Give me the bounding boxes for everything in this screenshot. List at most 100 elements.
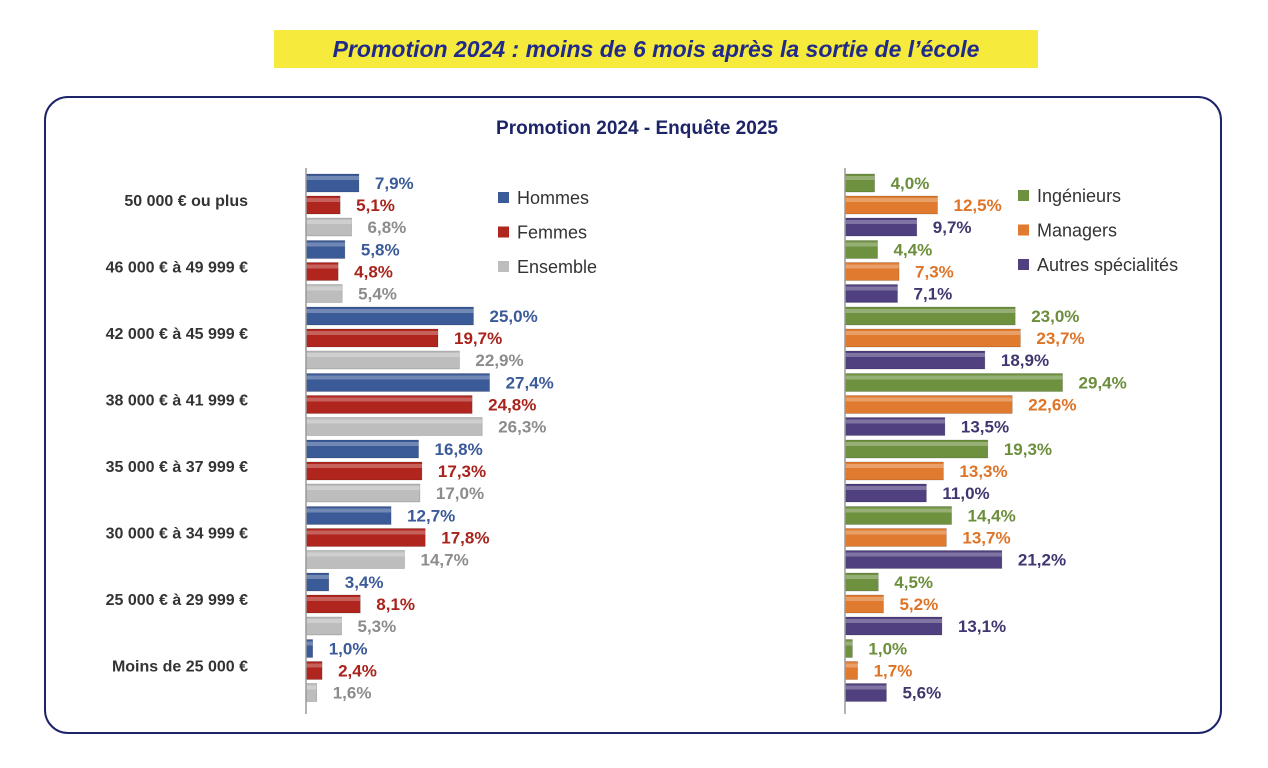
bar-highlight (306, 663, 323, 668)
bar-highlight (845, 508, 952, 513)
legend-label-ingenieurs: Ingénieurs (1037, 186, 1121, 206)
legend-label-managers: Managers (1037, 221, 1117, 241)
bar-highlight (845, 264, 900, 269)
bar-highlight (306, 353, 460, 357)
data-label-managers: 12,5% (954, 196, 1002, 215)
data-label-ensemble: 1,6% (333, 684, 372, 703)
data-label-hommes: 3,4% (345, 573, 384, 592)
bar-highlight (306, 552, 405, 557)
category-label: 38 000 € à 41 999 € (106, 393, 248, 410)
data-label-hommes: 16,8% (435, 440, 483, 459)
bar-highlight (845, 397, 1013, 402)
bar-highlight (845, 331, 1021, 335)
category-label: 46 000 € à 49 999 € (106, 260, 248, 277)
data-label-ensemble: 5,4% (358, 285, 397, 304)
data-label-femmes: 24,8% (488, 396, 536, 415)
data-label-ingenieurs: 29,4% (1079, 374, 1127, 393)
bar-highlight (845, 530, 947, 535)
data-label-ensemble: 14,7% (420, 551, 468, 570)
bar-highlight (306, 464, 422, 468)
bar-highlight (306, 220, 352, 224)
data-label-autres-specialites: 7,1% (914, 285, 953, 304)
bar-highlight (306, 375, 490, 380)
bar-highlight (306, 286, 343, 291)
bar-highlight (306, 242, 345, 247)
bar-highlight (306, 575, 329, 579)
data-label-managers: 23,7% (1036, 329, 1084, 348)
data-label-hommes: 25,0% (490, 307, 538, 326)
bar-highlight (845, 552, 1002, 557)
legend-swatch-femmes (498, 226, 509, 238)
page-title: Promotion 2024 : moins de 6 mois après l… (274, 30, 1038, 68)
data-label-autres-specialites: 9,7% (933, 218, 972, 237)
chart-gender: 7,9% 5,1% 6,8% 5,8% 4,8% 5,4% 25,0% 19,7% 22,9% 2… (305, 168, 597, 714)
bar-highlight (845, 309, 1016, 313)
data-label-ensemble: 5,3% (358, 617, 397, 636)
data-label-ensemble: 17,0% (436, 484, 484, 503)
data-label-ingenieurs: 4,0% (891, 174, 930, 193)
bar-highlight (306, 264, 339, 269)
bar-highlight (306, 198, 341, 202)
data-label-autres-specialites: 13,5% (961, 418, 1009, 437)
chart-specialty: 4,0% 12,5% 9,7%4,4% 7,3% 7,1% 23,0% 23,7% 18,9%… (844, 168, 1178, 714)
bar-highlight (845, 375, 1063, 380)
legend-swatch-hommes (498, 192, 509, 203)
data-label-hommes: 1,0% (329, 640, 368, 659)
data-label-managers: 13,3% (959, 462, 1007, 481)
data-label-hommes: 27,4% (506, 374, 554, 393)
data-label-managers: 5,2% (899, 595, 938, 614)
legend-swatch-managers (1018, 224, 1029, 236)
data-label-hommes: 5,8% (361, 241, 400, 260)
bar-highlight (306, 508, 392, 513)
data-label-femmes: 5,1% (356, 196, 395, 215)
data-label-ensemble: 6,8% (368, 218, 407, 237)
data-label-autres-specialites: 13,1% (958, 617, 1006, 636)
legend-label-ensemble: Ensemble (517, 257, 597, 277)
bar-highlight (845, 486, 927, 490)
chart-title: Promotion 2024 - Enquête 2025 (496, 118, 778, 139)
bar-highlight (845, 198, 938, 202)
data-label-femmes: 17,3% (438, 462, 486, 481)
data-label-managers: 7,3% (915, 263, 954, 282)
legend-swatch-ensemble (498, 261, 509, 272)
bar-highlight (845, 575, 879, 579)
data-label-ingenieurs: 1,0% (868, 640, 907, 659)
bar-highlight (845, 419, 945, 424)
bar-highlight (845, 597, 884, 601)
data-label-managers: 13,7% (962, 529, 1010, 548)
bar-highlight (845, 442, 988, 446)
data-label-hommes: 12,7% (407, 507, 455, 526)
bar-highlight (306, 397, 473, 402)
category-label: Moins de 25 000 € (112, 659, 248, 676)
data-label-ensemble: 26,3% (498, 418, 546, 437)
data-label-femmes: 4,8% (354, 263, 393, 282)
bar-highlight (845, 464, 944, 468)
legend-label-autres-specialites: Autres spécialités (1037, 255, 1178, 275)
bar-highlight (845, 619, 942, 623)
data-label-femmes: 17,8% (441, 529, 489, 548)
bar-highlight (306, 619, 342, 623)
data-label-ingenieurs: 19,3% (1004, 440, 1052, 459)
bar-highlight (306, 442, 419, 446)
category-label: 50 000 € ou plus (124, 193, 248, 210)
data-label-ingenieurs: 14,4% (968, 507, 1016, 526)
bar-highlight (306, 530, 426, 535)
data-label-managers: 1,7% (874, 662, 913, 681)
data-label-managers: 22,6% (1028, 396, 1076, 415)
category-label: 35 000 € à 37 999 € (106, 459, 248, 476)
data-label-ingenieurs: 4,4% (894, 241, 933, 260)
bar-highlight (306, 641, 313, 646)
bar-highlight (306, 419, 483, 424)
data-label-femmes: 2,4% (338, 662, 377, 681)
bar-highlight (306, 597, 361, 601)
data-label-autres-specialites: 21,2% (1018, 551, 1066, 570)
bar-highlight (845, 353, 985, 357)
bar-highlight (845, 286, 898, 291)
data-label-autres-specialites: 5,6% (902, 684, 941, 703)
bar-highlight (845, 242, 878, 247)
bar-highlight (306, 331, 438, 335)
category-label: 25 000 € à 29 999 € (106, 592, 248, 609)
legend-label-hommes: Hommes (517, 188, 589, 208)
data-label-autres-specialites: 11,0% (942, 484, 989, 503)
